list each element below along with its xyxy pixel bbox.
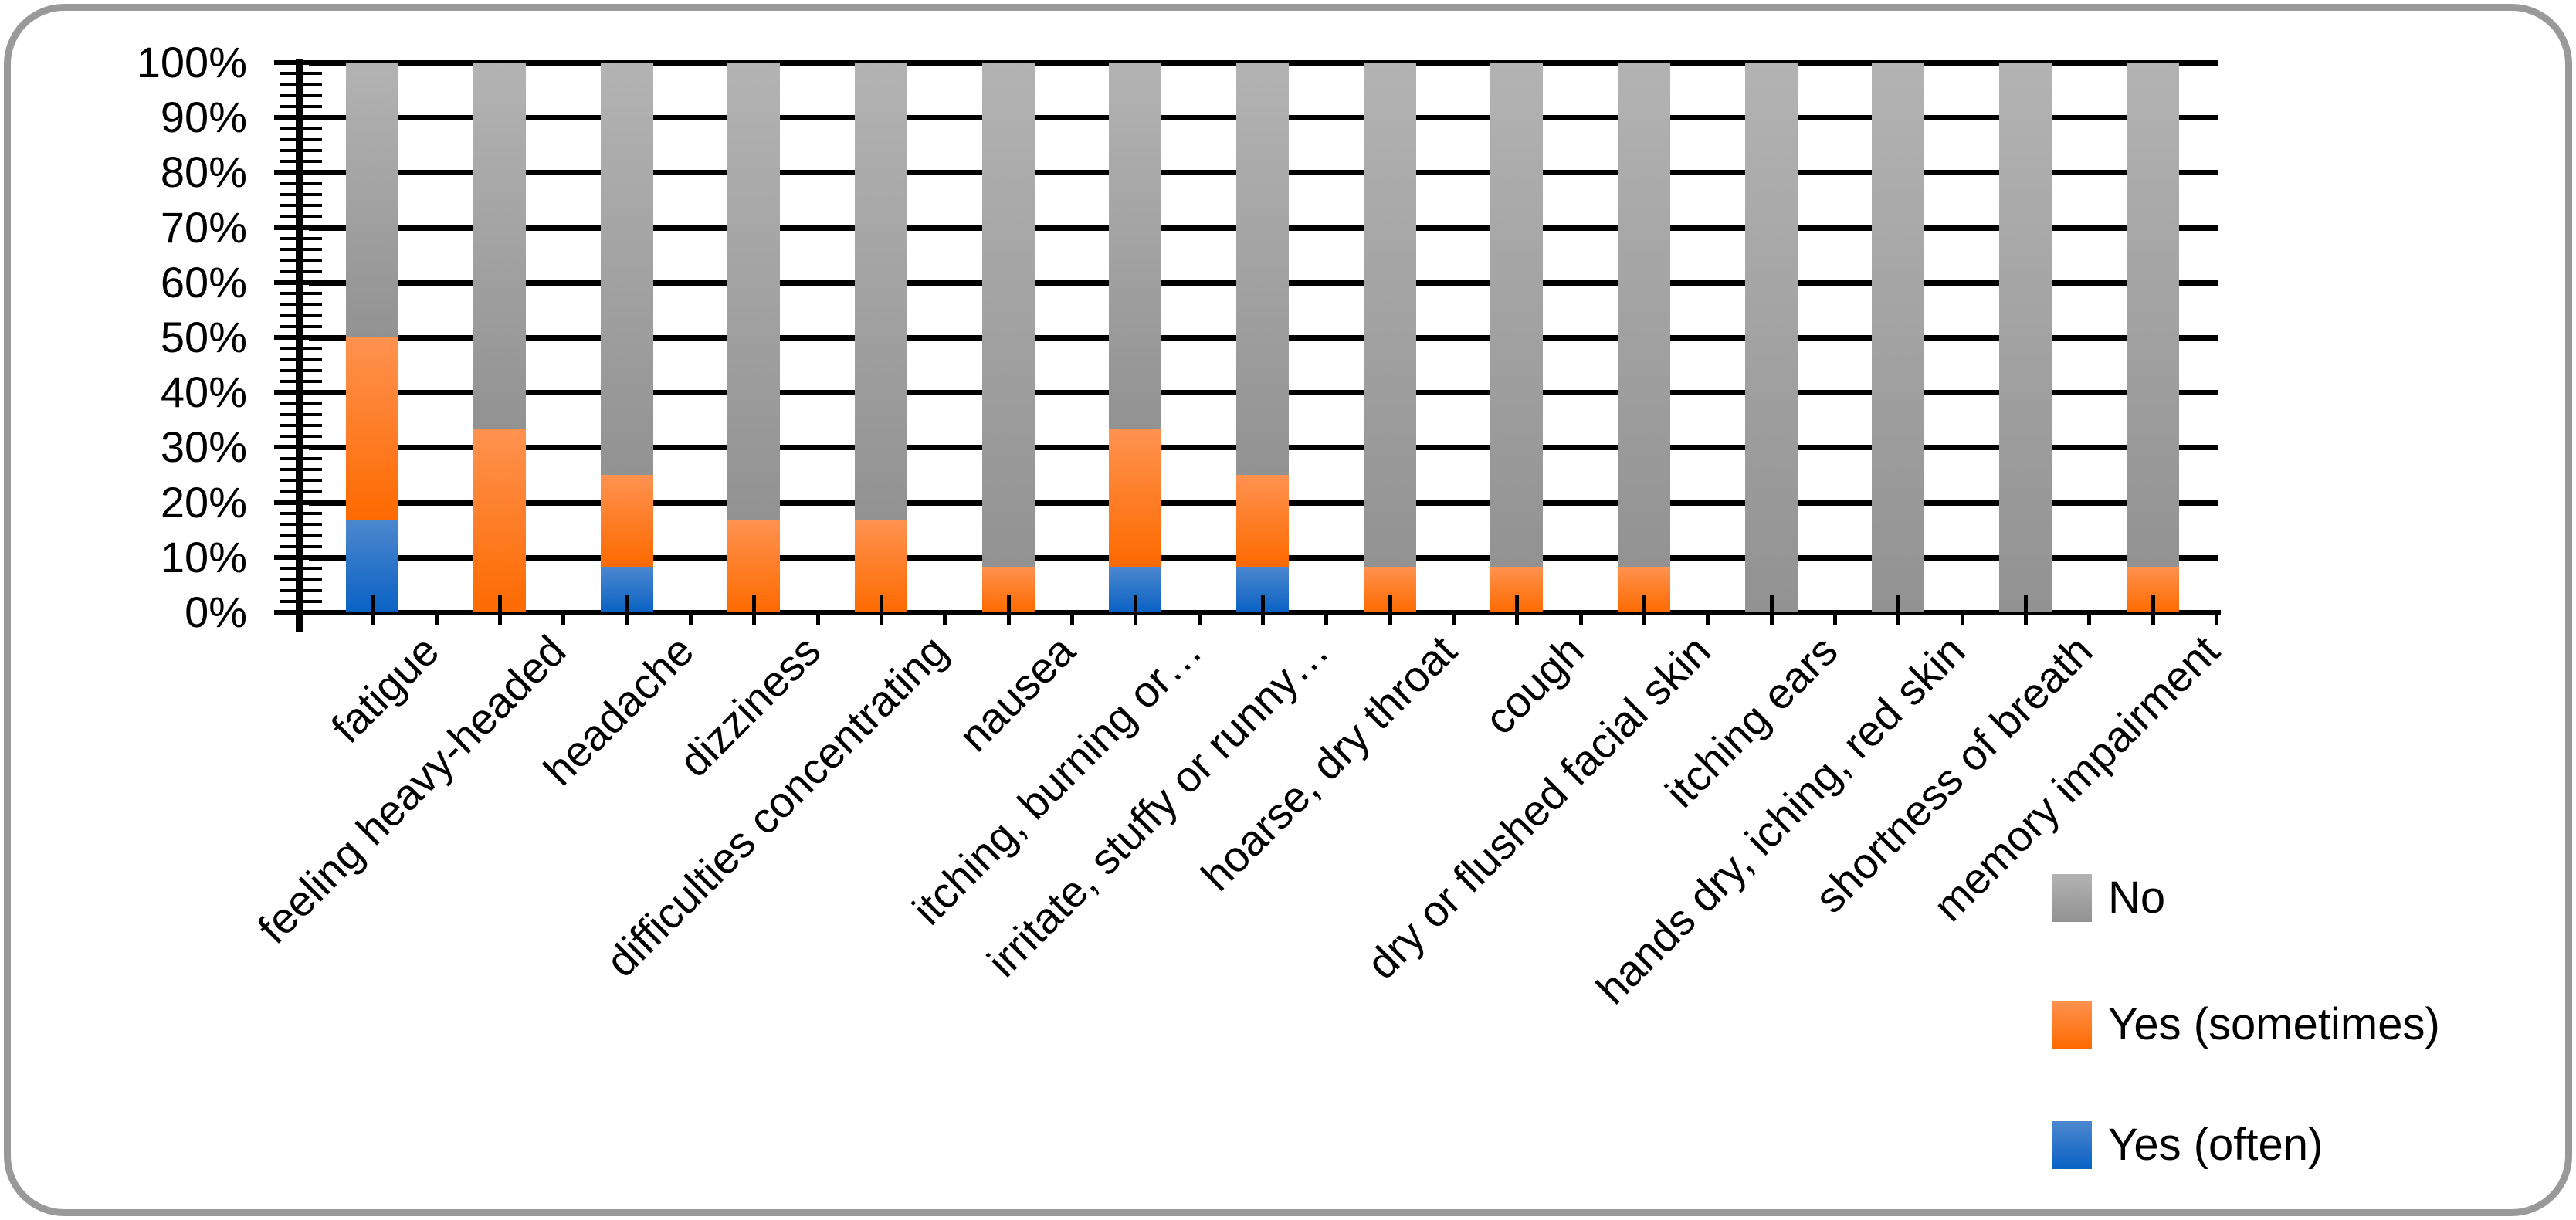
bar-segment-no: [346, 63, 399, 337]
bar-segment-yes-sometimes: [600, 475, 653, 567]
x-boundary-tick: [689, 612, 693, 625]
bar-segment-no: [1999, 63, 2052, 612]
bar-segment-yes-sometimes: [1109, 429, 1162, 567]
x-center-tick: [2151, 595, 2155, 625]
y-tick-label: 40%: [160, 368, 247, 417]
x-center-tick: [1261, 595, 1265, 625]
legend-label: Yes (often): [2108, 1120, 2323, 1170]
bar-segment-no: [1872, 63, 1925, 612]
y-tick-label: 0%: [185, 588, 247, 636]
bar-column: [1872, 63, 1925, 612]
bar-segment-no: [1744, 63, 1798, 612]
x-boundary-tick: [1833, 612, 1837, 625]
y-tick-label: 20%: [160, 477, 247, 527]
x-boundary-tick: [1452, 612, 1456, 625]
bar-segment-no: [1236, 63, 1289, 475]
bar-segment-no: [855, 63, 907, 520]
bar-column: [1744, 63, 1798, 612]
x-center-tick: [1134, 595, 1138, 625]
bar-column: [981, 63, 1035, 612]
x-center-tick: [1896, 595, 1901, 625]
bar-segment-no: [473, 63, 526, 429]
y-axis-line: [296, 59, 303, 632]
bar-segment-yes-sometimes: [473, 429, 526, 612]
bar-column: [1363, 63, 1416, 612]
bar-column: [473, 63, 526, 612]
bar-segment-no: [727, 63, 781, 520]
x-boundary-tick: [1324, 612, 1329, 625]
bar-column: [1999, 63, 2052, 612]
legend-swatch-yes-sometimes: [2052, 1001, 2092, 1049]
x-boundary-tick: [1070, 612, 1074, 625]
x-center-tick: [1388, 595, 1392, 625]
x-center-tick: [1769, 595, 1774, 625]
x-boundary-tick: [561, 612, 566, 625]
legend-item: Yes (sometimes): [2052, 1001, 2546, 1049]
legend-label: No: [2108, 873, 2166, 923]
legend-item: No: [2052, 874, 2546, 922]
legend-swatch-no: [2052, 874, 2092, 922]
bar-segment-no: [1109, 63, 1162, 429]
bar-segment-yes-sometimes: [1236, 475, 1289, 567]
x-axis-line: [293, 610, 2221, 615]
bar-column: [2126, 63, 2179, 612]
x-boundary-tick: [943, 612, 947, 625]
y-tick-label: 10%: [160, 532, 247, 581]
x-boundary-tick: [2215, 612, 2218, 625]
x-boundary-tick: [1197, 612, 1202, 625]
x-center-tick: [2024, 595, 2028, 625]
x-center-tick: [371, 595, 375, 625]
bar-segment-no: [1618, 63, 1670, 567]
x-center-tick: [1515, 595, 1520, 625]
x-boundary-tick: [1578, 612, 1583, 625]
y-tick-label: 60%: [160, 257, 247, 307]
x-boundary-tick: [815, 612, 820, 625]
bar-column: [1618, 63, 1670, 612]
bar-segment-yes-sometimes: [346, 337, 399, 520]
bar-column: [727, 63, 781, 612]
x-boundary-tick: [434, 612, 439, 625]
x-boundary-tick: [1960, 612, 1964, 625]
y-tick-label: 80%: [160, 147, 247, 197]
x-center-tick: [752, 595, 757, 625]
x-center-tick: [1006, 595, 1011, 625]
x-boundary-tick: [2087, 612, 2092, 625]
bar-segment-no: [600, 63, 653, 475]
x-center-tick: [880, 595, 883, 625]
bar-segment-no: [1363, 63, 1416, 567]
bar-column: [600, 63, 653, 612]
bar-column: [855, 63, 907, 612]
bar-segment-no: [981, 63, 1035, 567]
bar-segment-no: [2126, 63, 2179, 567]
bar-segment-no: [1490, 63, 1544, 567]
y-tick-label: 100%: [136, 38, 247, 86]
y-tick-label: 50%: [160, 313, 247, 361]
legend-item: Yes (often): [2052, 1121, 2546, 1169]
legend-swatch-yes-often: [2052, 1121, 2092, 1169]
legend-label: Yes (sometimes): [2108, 999, 2440, 1049]
y-tick-label: 70%: [160, 202, 247, 252]
x-boundary-tick: [1706, 612, 1710, 625]
x-center-tick: [625, 595, 629, 625]
y-tick-label: 30%: [160, 422, 247, 472]
x-center-tick: [498, 595, 502, 625]
bar-column: [1109, 63, 1162, 612]
y-tick-label: 90%: [160, 93, 247, 142]
bar-column: [1236, 63, 1289, 612]
x-center-tick: [1642, 595, 1646, 625]
